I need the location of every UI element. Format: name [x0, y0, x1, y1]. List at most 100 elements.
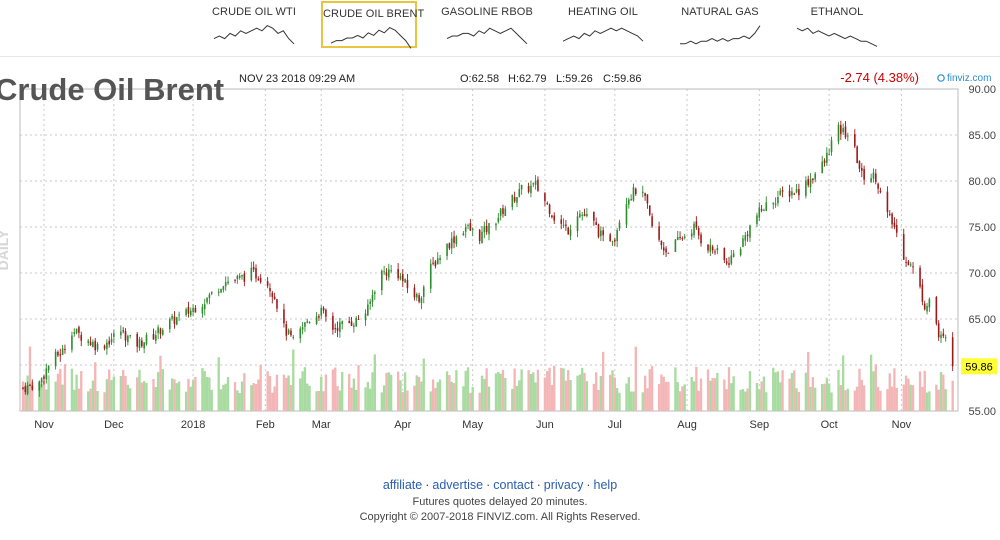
candle-body [481, 231, 483, 244]
volume-bar [448, 375, 451, 411]
candle-body [781, 190, 784, 192]
candle-body [339, 322, 341, 332]
candle-body [106, 342, 108, 350]
volume-bar [219, 389, 223, 411]
candle-body [488, 223, 490, 235]
volume-bar [403, 372, 407, 411]
volume-bar [487, 386, 491, 411]
volume-bar [429, 391, 432, 411]
candle-body [283, 309, 285, 324]
volume-bar [762, 376, 766, 411]
volume-bar [804, 372, 808, 411]
volume-bar [650, 366, 654, 411]
volume-bar [608, 374, 612, 411]
candle-body [679, 236, 681, 239]
volume-bar [226, 377, 230, 411]
tab-ethanol[interactable]: ETHANOL [789, 1, 885, 48]
candle-body [634, 188, 637, 195]
volume-bar [562, 368, 565, 411]
volume-bar [105, 379, 109, 411]
candle-body [390, 270, 392, 272]
tab-gasoline-rbob[interactable]: GASOLINE RBOB [439, 1, 535, 48]
volume-bar [417, 376, 421, 411]
affiliate-link[interactable]: affiliate [382, 478, 423, 492]
candle-body [234, 279, 236, 281]
separator: · [586, 478, 591, 492]
candle-body [171, 315, 173, 319]
advertise-link[interactable]: advertise [432, 478, 484, 492]
candle-body [758, 207, 761, 218]
volume-bar [634, 346, 637, 411]
tab-crude-oil-brent[interactable]: CRUDE OIL BRENT [321, 1, 424, 49]
volume-bar [420, 381, 423, 411]
volume-bar [795, 388, 798, 411]
candle-body [774, 203, 777, 205]
candle-body [269, 288, 271, 292]
tab-heating-oil[interactable]: HEATING OIL [555, 1, 651, 48]
sparkline-chart [680, 25, 761, 45]
volume-bar [511, 388, 514, 411]
candle-body [257, 278, 260, 281]
volume-bar [485, 368, 488, 411]
candle-body [87, 340, 90, 343]
candle-body [364, 313, 367, 321]
volume-bar [904, 375, 908, 411]
candle-body [341, 321, 344, 324]
candle-body [895, 225, 898, 233]
tab-crude-oil-wti[interactable]: CRUDE OIL WTI [206, 1, 302, 48]
candle-body [299, 328, 302, 339]
candle-body [632, 187, 635, 201]
volume-bar [513, 368, 516, 411]
candle-body [886, 191, 889, 213]
volume-bar [119, 376, 123, 411]
help-link[interactable]: help [593, 478, 618, 492]
sparkline [680, 25, 761, 45]
volume-bar [625, 383, 628, 411]
candle-body [644, 193, 646, 196]
volume-bar [285, 377, 288, 411]
sparkline [446, 27, 528, 45]
candle-body [681, 238, 684, 240]
candle-body [113, 333, 115, 337]
candle-body [94, 340, 97, 351]
volume-bar [292, 349, 295, 411]
candle-body [746, 234, 749, 236]
volume-bar [886, 389, 889, 411]
candle-body [576, 216, 579, 232]
price-change: -2.74 (4.38%) [840, 70, 919, 85]
candle-body [381, 270, 383, 291]
volume-bar [77, 388, 81, 411]
volume-bar [438, 379, 442, 411]
tab-natural-gas[interactable]: NATURAL GAS [672, 1, 768, 48]
candle-body [527, 186, 530, 192]
volume-bar [674, 367, 677, 411]
volume-bar [45, 389, 48, 411]
candle-body [942, 333, 945, 336]
candle-body [823, 160, 826, 163]
volume-bar [532, 372, 535, 411]
volume-bar [252, 383, 255, 411]
candle-body [187, 306, 190, 314]
volume-bar [124, 375, 127, 411]
volume-bar [336, 386, 339, 411]
tab-label: CRUDE OIL WTI [211, 6, 296, 18]
candle-body [73, 332, 76, 334]
candle-body [26, 384, 29, 394]
sparkline-chart [213, 24, 295, 45]
privacy-link[interactable]: privacy [543, 478, 584, 492]
candle-body [485, 225, 488, 233]
candle-body [348, 321, 350, 323]
contact-link[interactable]: contact [493, 478, 534, 492]
candle-body [143, 342, 145, 349]
candle-body [129, 335, 131, 337]
price-chart[interactable]: 55.0060.0065.0070.0075.0080.0085.0090.00… [0, 62, 1000, 442]
candle-body [157, 327, 159, 334]
candle-body [308, 322, 311, 324]
volume-bar [145, 382, 148, 411]
volume-bar [499, 373, 502, 411]
volume-bar [564, 380, 568, 411]
candle-body [495, 223, 497, 226]
candle-body [127, 335, 129, 343]
candle-body [292, 337, 295, 339]
